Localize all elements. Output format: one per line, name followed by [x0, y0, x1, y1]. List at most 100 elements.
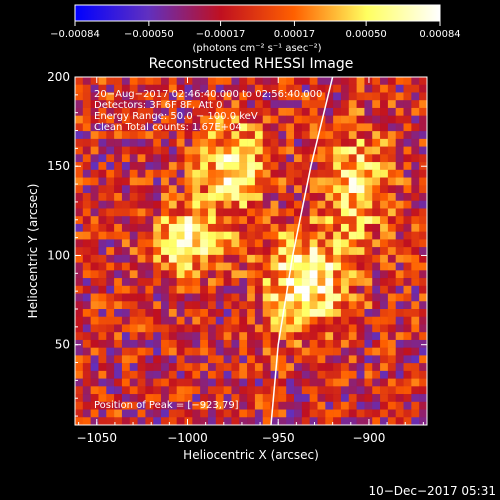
heatmap-cell [317, 363, 326, 372]
heatmap-cell [137, 363, 146, 372]
heatmap-cell [176, 339, 185, 348]
heatmap-cell [270, 278, 279, 287]
heatmap-cell [137, 169, 146, 178]
heatmap-cell [75, 100, 84, 109]
heatmap-cell [403, 254, 412, 263]
heatmap-cell [294, 154, 303, 163]
heatmap-cell [98, 239, 107, 248]
heatmap-cell [325, 378, 334, 387]
heatmap-cell [309, 370, 318, 379]
heatmap-cell [223, 309, 232, 318]
heatmap-cell [364, 84, 373, 93]
heatmap-cell [278, 177, 287, 186]
heatmap-cell [278, 100, 287, 109]
heatmap-cell [340, 339, 350, 348]
heatmap-cell [153, 285, 162, 294]
heatmap-cell [340, 370, 350, 379]
heatmap-cell [82, 223, 91, 232]
heatmap-cell [411, 270, 420, 279]
heatmap-cell [333, 239, 342, 248]
heatmap-cell [145, 285, 154, 294]
heatmap-cell [286, 200, 295, 209]
heatmap-cell [364, 239, 373, 248]
heatmap-cell [309, 123, 318, 132]
heatmap-cell [82, 169, 91, 178]
heatmap-cell [121, 370, 131, 379]
heatmap-cell [161, 169, 170, 178]
heatmap-cell [333, 417, 342, 425]
heatmap-cell [309, 138, 318, 147]
heatmap-cell [145, 208, 154, 217]
heatmap-cell [184, 131, 193, 140]
heatmap-cell [153, 347, 162, 356]
heatmap-cell [278, 309, 287, 318]
heatmap-cell [301, 177, 310, 186]
heatmap-cell [192, 154, 201, 163]
heatmap-cell [348, 223, 357, 232]
heatmap-cell [262, 347, 271, 356]
heatmap-cell [184, 332, 193, 341]
heatmap-cell [215, 200, 224, 209]
heatmap-cell [403, 409, 412, 418]
heatmap-cell [231, 131, 240, 140]
heatmap-cell [239, 200, 248, 209]
heatmap-cell [90, 131, 99, 140]
heatmap-cell [215, 208, 224, 217]
heatmap-cell [411, 92, 420, 101]
heatmap-cell [247, 239, 256, 248]
heatmap-cell [129, 123, 138, 132]
heatmap-cell [176, 278, 185, 287]
heatmap-cell [121, 77, 131, 86]
heatmap-cell [207, 401, 217, 410]
heatmap-cell [364, 138, 373, 147]
heatmap-cell [403, 123, 412, 132]
heatmap-cell [325, 154, 334, 163]
heatmap-cell [387, 378, 397, 387]
heatmap-cell [270, 200, 279, 209]
heatmap-cell [286, 231, 295, 240]
heatmap-cell [231, 270, 240, 279]
heatmap-cell [372, 285, 381, 294]
heatmap-cell [309, 146, 318, 155]
heatmap-cell [301, 154, 310, 163]
heatmap-cell [301, 84, 310, 93]
heatmap-cell [82, 293, 91, 302]
heatmap-cell [262, 355, 271, 364]
heatmap-cell [207, 131, 217, 140]
heatmap-cell [145, 409, 154, 418]
heatmap-cell [317, 285, 326, 294]
heatmap-cell [145, 324, 154, 333]
heatmap-cell [348, 131, 357, 140]
heatmap-cell [340, 270, 350, 279]
heatmap-cell [348, 347, 357, 356]
heatmap-cell [294, 332, 303, 341]
heatmap-cell [137, 92, 146, 101]
heatmap-cell [254, 409, 264, 418]
heatmap-cell [348, 231, 357, 240]
heatmap-cell [145, 146, 154, 155]
heatmap-cell [98, 223, 107, 232]
heatmap-cell [317, 309, 326, 318]
heatmap-cell [137, 84, 146, 93]
heatmap-cell [75, 254, 84, 263]
heatmap-cell [333, 332, 342, 341]
heatmap-cell [106, 115, 115, 124]
heatmap-cell [137, 239, 146, 248]
heatmap-cell [380, 355, 389, 364]
heatmap-cell [207, 339, 217, 348]
heatmap-cell [325, 177, 334, 186]
heatmap-cell [184, 239, 193, 248]
heatmap-cell [403, 216, 412, 225]
heatmap-cell [278, 169, 287, 178]
heatmap-cell [215, 262, 224, 271]
heatmap-cell [403, 223, 412, 232]
heatmap-cell [403, 270, 412, 279]
heatmap-cell [200, 115, 209, 124]
heatmap-cell [176, 107, 185, 116]
heatmap-cell [75, 77, 84, 86]
heatmap-cell [121, 107, 131, 116]
heatmap-cell [309, 177, 318, 186]
heatmap-cell [286, 100, 295, 109]
heatmap-cell [411, 123, 420, 132]
heatmap-cell [98, 138, 107, 147]
